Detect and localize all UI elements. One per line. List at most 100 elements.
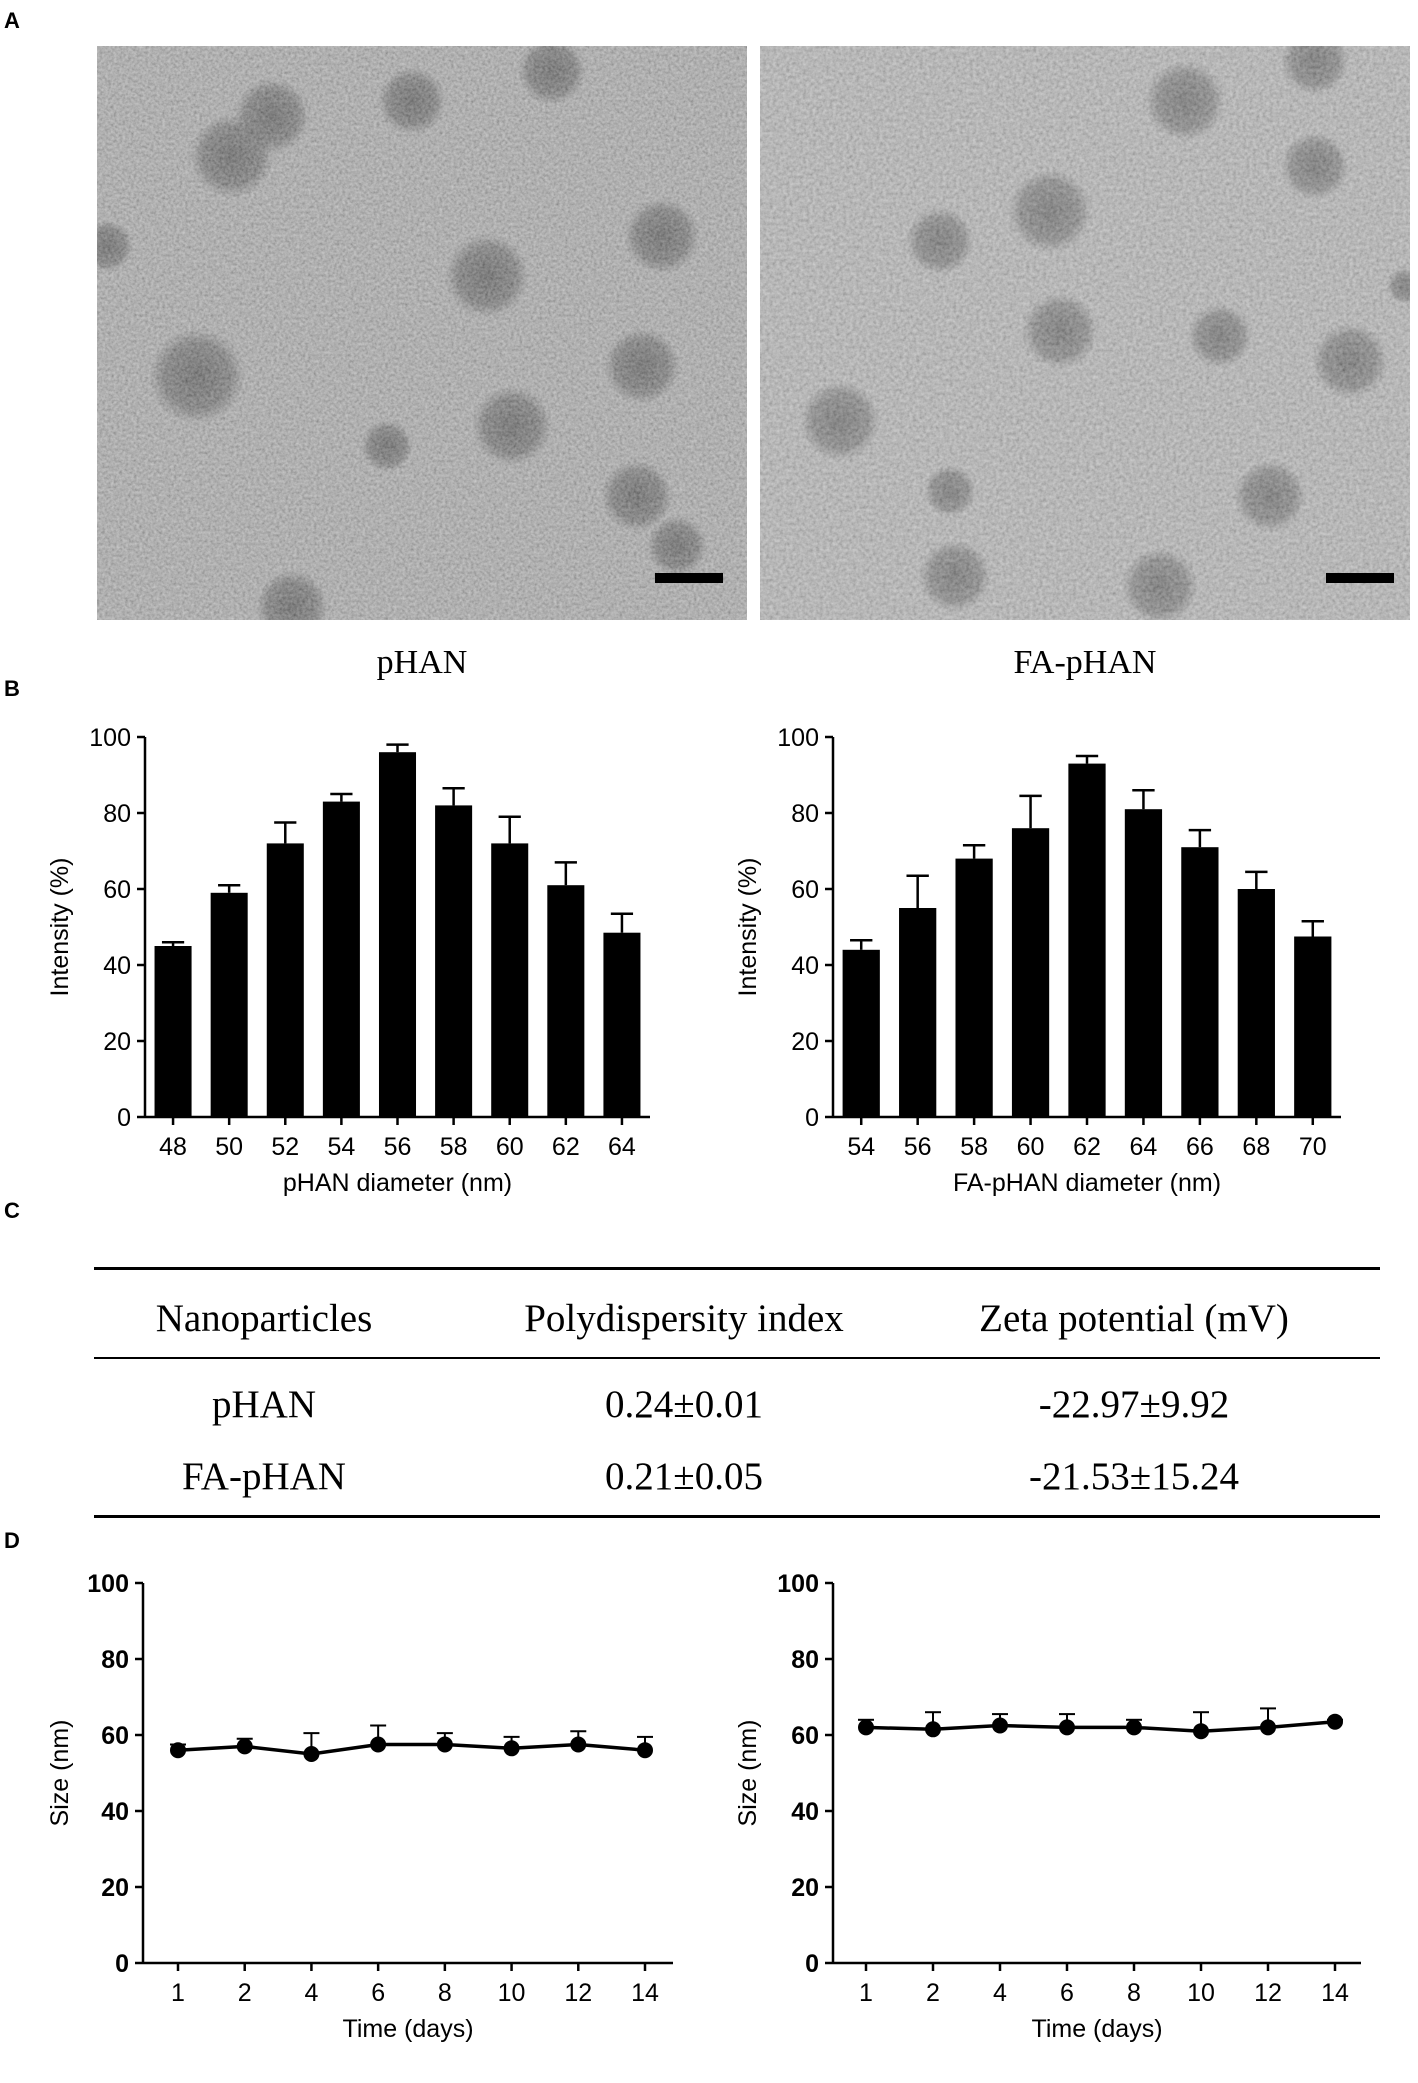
bar xyxy=(491,843,529,1117)
x-tick-label: 54 xyxy=(847,1133,875,1161)
x-tick-label: 54 xyxy=(327,1133,355,1161)
x-tick-label: 10 xyxy=(1187,1979,1215,2007)
x-tick-label: 58 xyxy=(960,1133,988,1161)
x-tick-label: 10 xyxy=(498,1979,526,2007)
x-tick-label: 64 xyxy=(608,1133,636,1161)
y-tick-label: 40 xyxy=(791,1798,819,1826)
x-tick-label: 14 xyxy=(631,1979,659,2007)
y-tick-label: 80 xyxy=(101,1646,129,1674)
data-point xyxy=(637,1742,653,1759)
tem-image-phan xyxy=(97,46,747,620)
y-tick-label: 60 xyxy=(791,1722,819,1750)
tem-caption-fa-phan: FA-pHAN xyxy=(1013,644,1157,681)
bar xyxy=(1011,828,1050,1117)
bar xyxy=(378,752,417,1117)
panel-label-d: D xyxy=(4,1528,20,1553)
y-tick-label: 100 xyxy=(89,724,131,752)
data-point xyxy=(303,1746,320,1762)
x-tick-label: 60 xyxy=(496,1133,524,1161)
y-tick-label: 100 xyxy=(87,1570,129,1598)
y-tick-label: 0 xyxy=(117,1104,131,1132)
data-point xyxy=(925,1721,941,1738)
series-line xyxy=(865,1719,1336,1733)
x-tick-label: 56 xyxy=(904,1133,932,1161)
properties-table: Nanoparticles Polydispersity index Zeta … xyxy=(94,1258,1380,1528)
y-tick-label: 60 xyxy=(101,1722,129,1750)
data-point xyxy=(1327,1713,1343,1730)
bar xyxy=(1294,936,1332,1117)
y-axis-label: Size (nm) xyxy=(734,1720,762,1827)
x-tick-label: 64 xyxy=(1130,1133,1158,1161)
table-header-rule xyxy=(94,1357,1380,1359)
table-cell: -22.97±9.92 xyxy=(1038,1383,1230,1426)
panel-label-a: A xyxy=(4,8,20,33)
x-tick-label: 14 xyxy=(1321,1979,1349,2007)
y-tick-label: 20 xyxy=(791,1874,819,1902)
x-axis-label: FA-pHAN diameter (nm) xyxy=(953,1169,1221,1197)
x-tick-label: 48 xyxy=(159,1133,187,1161)
y-tick-label: 0 xyxy=(805,1104,819,1132)
table-cell: 0.21±0.05 xyxy=(605,1455,763,1498)
bar xyxy=(1068,763,1106,1117)
data-point xyxy=(503,1740,520,1757)
x-tick-label: 8 xyxy=(438,1979,452,2007)
x-tick-label: 1 xyxy=(859,1979,873,2007)
y-tick-label: 20 xyxy=(103,1028,131,1056)
bar xyxy=(955,858,993,1117)
x-tick-label: 62 xyxy=(1073,1133,1101,1161)
x-axis-label: pHAN diameter (nm) xyxy=(283,1169,512,1197)
bar xyxy=(154,946,192,1117)
data-point xyxy=(570,1736,587,1753)
table-header-zeta: Zeta potential (mV) xyxy=(979,1297,1289,1340)
x-tick-label: 12 xyxy=(564,1979,592,2007)
bar xyxy=(1181,847,1219,1117)
y-tick-label: 80 xyxy=(791,1646,819,1674)
y-tick-label: 40 xyxy=(791,952,819,980)
x-tick-label: 8 xyxy=(1127,1979,1141,2007)
x-tick-label: 50 xyxy=(215,1133,243,1161)
x-tick-label: 2 xyxy=(926,1979,940,2007)
bar xyxy=(603,932,641,1117)
y-tick-label: 0 xyxy=(805,1950,819,1978)
table-bottom-rule xyxy=(94,1515,1380,1518)
bar xyxy=(322,801,360,1117)
table-cell: 0.24±0.01 xyxy=(605,1383,763,1426)
data-point xyxy=(236,1738,253,1755)
data-point xyxy=(1126,1719,1142,1736)
data-point xyxy=(370,1736,387,1753)
bar xyxy=(266,843,304,1117)
y-tick-label: 0 xyxy=(115,1950,129,1978)
panel-label-b: B xyxy=(4,676,20,701)
x-tick-label: 6 xyxy=(1060,1979,1074,2007)
x-tick-label: 70 xyxy=(1299,1133,1327,1161)
x-tick-label: 1 xyxy=(171,1979,185,2007)
table-cell: FA-pHAN xyxy=(182,1455,346,1498)
bar xyxy=(435,805,473,1117)
y-tick-label: 20 xyxy=(101,1874,129,1902)
bar xyxy=(1124,809,1163,1117)
bar-chart-fa-phan-intensity: 0 20 40 60 80 100 Intensity (%) 54 56 58 60 62 64 66 6… xyxy=(734,724,1341,1197)
tem-image-fa-phan xyxy=(760,46,1410,620)
x-tick-label: 4 xyxy=(993,1979,1007,2007)
y-axis-label: Intensity (%) xyxy=(46,858,74,997)
y-tick-label: 100 xyxy=(777,724,819,752)
bar xyxy=(842,949,880,1117)
x-tick-label: 60 xyxy=(1017,1133,1045,1161)
data-point xyxy=(170,1742,186,1759)
x-tick-label: 68 xyxy=(1242,1133,1270,1161)
x-tick-label: 58 xyxy=(440,1133,468,1161)
y-tick-label: 100 xyxy=(777,1570,819,1598)
data-point xyxy=(992,1717,1008,1734)
x-axis-label: Time (days) xyxy=(342,2015,473,2043)
y-tick-label: 40 xyxy=(103,952,131,980)
bar xyxy=(547,885,585,1117)
bar xyxy=(899,908,937,1117)
data-point xyxy=(1059,1719,1075,1736)
y-tick-label: 80 xyxy=(791,800,819,828)
x-tick-label: 12 xyxy=(1254,1979,1282,2007)
table-cell: pHAN xyxy=(212,1383,316,1426)
series-line xyxy=(177,1742,646,1756)
y-tick-label: 60 xyxy=(103,876,131,904)
y-tick-label: 20 xyxy=(791,1028,819,1056)
